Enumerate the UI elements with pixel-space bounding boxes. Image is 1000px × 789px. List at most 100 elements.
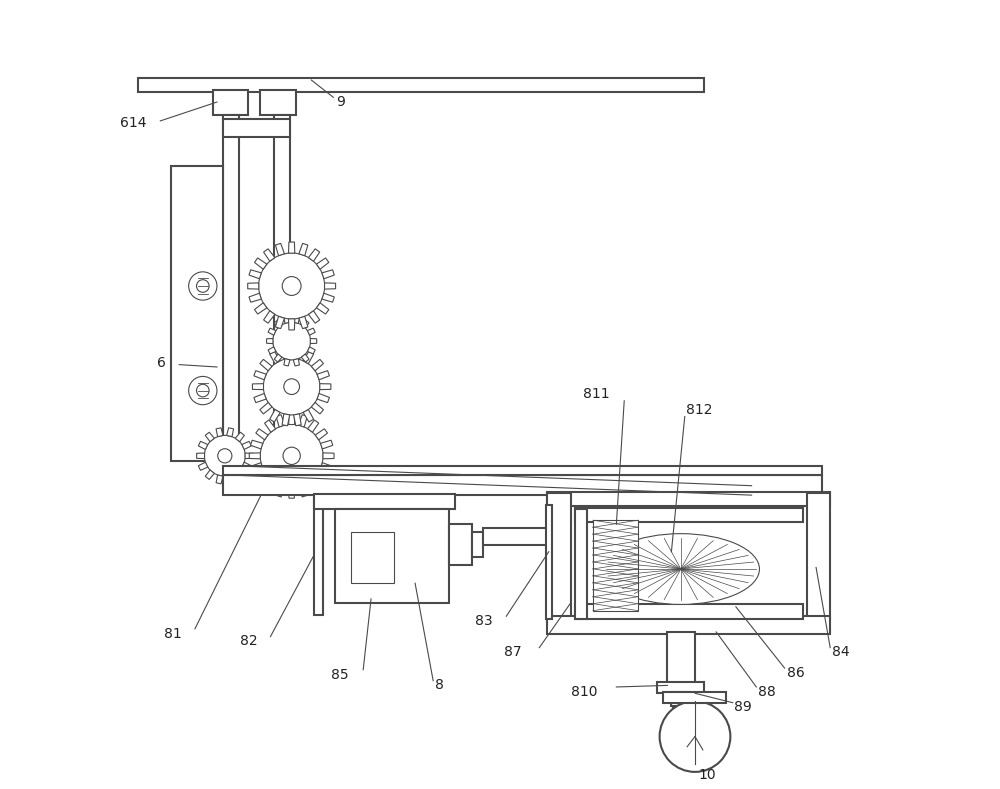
Polygon shape <box>254 303 267 314</box>
Polygon shape <box>205 470 214 480</box>
Bar <box>223 466 822 476</box>
Text: 8: 8 <box>435 679 444 693</box>
Polygon shape <box>249 453 260 458</box>
Text: 614: 614 <box>120 116 146 130</box>
Polygon shape <box>242 441 251 450</box>
Polygon shape <box>325 283 336 289</box>
Bar <box>314 495 455 508</box>
Text: 83: 83 <box>475 614 492 628</box>
Polygon shape <box>270 409 280 422</box>
Polygon shape <box>216 428 223 436</box>
Polygon shape <box>248 283 259 289</box>
Text: 89: 89 <box>734 700 752 713</box>
Polygon shape <box>227 428 234 436</box>
Polygon shape <box>235 470 244 480</box>
Bar <box>663 693 726 703</box>
Circle shape <box>273 322 311 360</box>
Bar <box>223 119 290 136</box>
Text: 810: 810 <box>571 685 597 699</box>
Polygon shape <box>268 347 276 354</box>
Bar <box>673 683 689 709</box>
Polygon shape <box>317 371 329 380</box>
Polygon shape <box>256 472 268 483</box>
Polygon shape <box>289 242 295 253</box>
Polygon shape <box>284 316 290 323</box>
Polygon shape <box>315 428 327 439</box>
Text: 86: 86 <box>787 666 805 680</box>
Bar <box>575 508 587 619</box>
Text: 811: 811 <box>583 387 610 402</box>
Polygon shape <box>254 371 266 380</box>
Circle shape <box>189 376 217 405</box>
Polygon shape <box>315 472 327 483</box>
Polygon shape <box>311 359 323 371</box>
Polygon shape <box>256 428 268 439</box>
Polygon shape <box>251 440 263 449</box>
Circle shape <box>284 379 300 394</box>
Bar <box>351 532 394 583</box>
Circle shape <box>189 272 217 300</box>
Polygon shape <box>289 413 295 424</box>
Polygon shape <box>308 311 320 323</box>
Polygon shape <box>264 311 275 323</box>
Polygon shape <box>274 320 282 328</box>
Polygon shape <box>316 258 329 269</box>
Text: 88: 88 <box>758 685 776 699</box>
Text: 87: 87 <box>504 645 521 660</box>
Polygon shape <box>251 462 263 472</box>
Polygon shape <box>276 415 285 427</box>
Polygon shape <box>216 475 223 484</box>
Polygon shape <box>294 347 301 360</box>
Bar <box>449 524 472 565</box>
Polygon shape <box>308 480 319 492</box>
Bar <box>807 493 830 619</box>
Polygon shape <box>293 359 299 366</box>
Polygon shape <box>294 414 301 426</box>
Polygon shape <box>289 319 295 330</box>
Polygon shape <box>299 316 308 329</box>
Polygon shape <box>264 249 275 261</box>
Polygon shape <box>307 328 315 335</box>
Polygon shape <box>249 270 261 279</box>
Circle shape <box>283 447 300 465</box>
Bar <box>483 528 554 545</box>
Circle shape <box>197 280 209 292</box>
Text: 84: 84 <box>832 645 849 660</box>
Bar <box>138 77 704 92</box>
Circle shape <box>263 358 320 415</box>
Polygon shape <box>268 328 276 335</box>
Bar <box>593 520 638 611</box>
Polygon shape <box>322 270 334 279</box>
Polygon shape <box>317 394 329 402</box>
Bar <box>547 493 571 619</box>
Polygon shape <box>303 351 314 364</box>
Polygon shape <box>308 249 320 261</box>
Polygon shape <box>252 383 264 390</box>
Polygon shape <box>235 432 244 442</box>
Polygon shape <box>316 303 329 314</box>
Polygon shape <box>254 258 267 269</box>
Bar <box>223 476 822 495</box>
Bar <box>335 508 449 603</box>
Polygon shape <box>308 420 319 432</box>
Polygon shape <box>301 354 309 362</box>
Circle shape <box>282 277 301 295</box>
Bar <box>547 616 830 634</box>
Polygon shape <box>198 462 208 470</box>
Bar <box>472 532 483 557</box>
Polygon shape <box>321 462 333 472</box>
Circle shape <box>197 384 209 397</box>
Polygon shape <box>276 484 285 497</box>
Polygon shape <box>205 432 214 442</box>
Bar <box>657 682 704 694</box>
Polygon shape <box>227 475 234 484</box>
Bar <box>575 604 803 619</box>
Polygon shape <box>303 409 314 422</box>
Polygon shape <box>282 347 290 360</box>
Polygon shape <box>289 487 295 498</box>
Bar <box>546 505 552 619</box>
Polygon shape <box>275 316 284 329</box>
Text: 10: 10 <box>698 768 716 782</box>
Polygon shape <box>260 359 272 371</box>
Polygon shape <box>197 453 205 458</box>
